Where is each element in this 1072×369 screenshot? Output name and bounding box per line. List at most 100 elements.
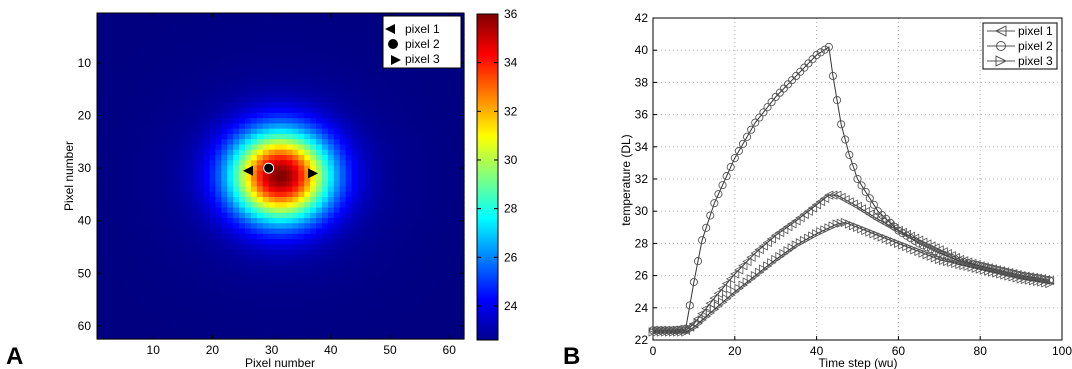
heatmap-cell (179, 123, 187, 130)
heatmap-cell (392, 249, 400, 256)
heatmap-cell (150, 249, 157, 256)
heatmap-cell (274, 123, 282, 130)
heatmap-cell (168, 212, 175, 219)
heatmap-cell (298, 154, 305, 161)
heatmap-cell (375, 23, 382, 30)
heatmap-cell (363, 97, 370, 103)
heatmap-cell (203, 254, 211, 261)
heatmap-cell (156, 118, 163, 125)
heatmap-cell (387, 244, 394, 251)
heatmap-cell (173, 218, 181, 224)
heatmap-cell (173, 191, 181, 198)
heatmap-cell (233, 181, 240, 188)
heatmap-cell (256, 18, 264, 25)
heatmap-cell (416, 97, 424, 103)
heatmap-cell (452, 249, 459, 256)
heatmap-cell (440, 317, 447, 324)
heatmap-cell (203, 333, 211, 340)
heatmap-cell (434, 317, 441, 324)
heatmap-cell (410, 312, 418, 319)
line-legend-label-pixel-1: pixel 1 (1018, 24, 1053, 38)
heatmap-cell (422, 176, 430, 182)
data-point-pixel-2 (783, 80, 793, 89)
heatmap-cell (97, 160, 104, 167)
heatmap-cell (203, 149, 211, 156)
heatmap-cell (209, 191, 216, 198)
heatmap-cell (333, 197, 341, 203)
heatmap-cell (156, 76, 163, 82)
heatmap-cell (250, 70, 258, 77)
heatmap-cell (392, 296, 400, 303)
heatmap-cell (221, 212, 228, 219)
heatmap-cell (298, 333, 305, 340)
heatmap-cell (227, 76, 234, 82)
heatmap-cell (191, 13, 199, 19)
heatmap-cell (446, 296, 453, 303)
heatmap-cell (416, 307, 424, 314)
heatmap-cell (434, 207, 441, 214)
heatmap-cell (446, 118, 453, 125)
heatmap-cell (132, 149, 140, 156)
heatmap-cell (357, 133, 364, 140)
heatmap-cell (203, 102, 211, 109)
heatmap-cell (179, 333, 187, 340)
heatmap-cell (446, 186, 453, 193)
heatmap-cell (357, 55, 364, 61)
heatmap-cell (345, 118, 353, 125)
heatmap-cell (404, 91, 412, 98)
data-point-pixel-1 (742, 256, 752, 267)
heatmap-cell (369, 123, 376, 130)
heatmap-cell (446, 112, 453, 119)
heatmap-cell (203, 307, 211, 314)
heatmap-cell (357, 333, 364, 340)
heatmap-cell (381, 149, 388, 156)
heatmap-cell (428, 81, 435, 88)
heatmap-cell (298, 133, 305, 140)
heatmap-cell (416, 312, 424, 319)
heatmap-cell (191, 233, 199, 240)
heatmap-cell (339, 228, 347, 235)
heatmap-cell (357, 97, 364, 103)
heatmap-cell (191, 270, 199, 277)
heatmap-cell (97, 28, 104, 35)
heatmap-cell (102, 228, 110, 235)
heatmap-cell (286, 317, 293, 324)
heatmap-cell (150, 102, 157, 109)
heatmap-cell (387, 102, 394, 109)
heatmap-cell (108, 302, 116, 309)
heatmap-cell (209, 123, 216, 130)
heatmap-cell (126, 265, 134, 272)
heatmap-cell (452, 81, 459, 88)
heatmap-cell (268, 260, 276, 266)
heatmap-cell (102, 323, 110, 330)
heatmap-cell (138, 154, 145, 161)
heatmap-cell (440, 91, 447, 98)
heatmap-cell (227, 81, 234, 88)
heatmap-cell (262, 291, 270, 298)
heatmap-cell (304, 81, 311, 88)
heatmap-cell (233, 18, 240, 25)
heatmap-cell (458, 312, 465, 319)
heatmap-cell (268, 28, 276, 35)
heatmap-cell (120, 34, 128, 40)
heatmap-cell (244, 270, 252, 277)
data-point-pixel-2 (730, 154, 739, 163)
heatmap-cell (327, 39, 335, 46)
heatmap-cell (162, 107, 169, 114)
heatmap-cell (452, 144, 459, 151)
heatmap-cell (138, 86, 145, 93)
heatmap-cell (440, 128, 447, 135)
heatmap-cell (327, 133, 335, 140)
heatmap-cell (428, 160, 435, 167)
data-point-pixel-2 (898, 229, 907, 238)
heatmap-cell (398, 112, 406, 119)
heatmap-cell (156, 260, 163, 266)
heatmap-cell (120, 70, 128, 77)
heatmap-cell (369, 86, 376, 93)
heatmap-cell (244, 112, 252, 119)
heatmap-cell (132, 60, 140, 67)
data-point-pixel-2 (771, 92, 780, 101)
heatmap-cell (138, 160, 145, 167)
heatmap-cell (102, 249, 110, 256)
heatmap-cell (215, 270, 222, 277)
